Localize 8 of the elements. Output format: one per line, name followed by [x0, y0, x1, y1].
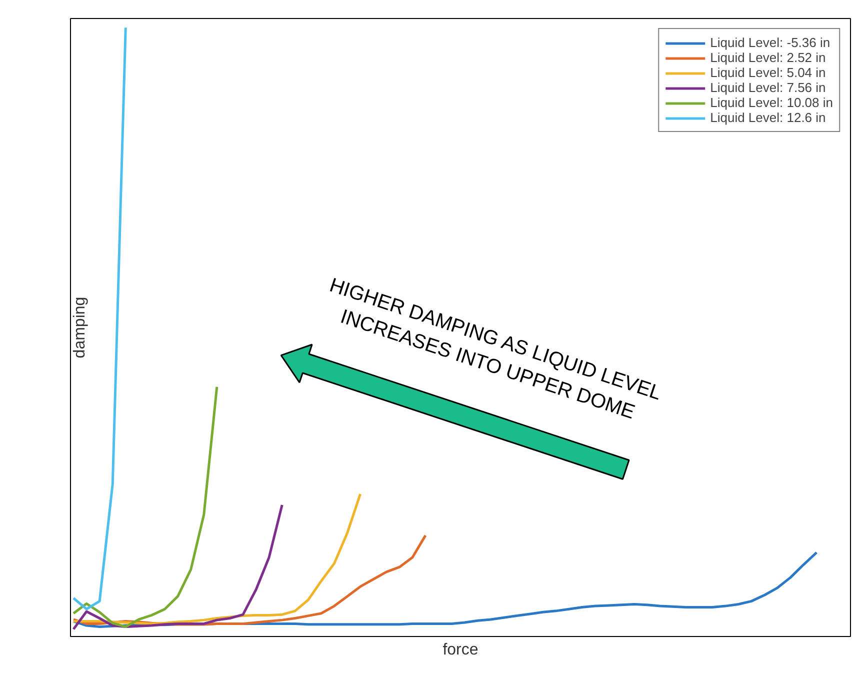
y-axis-title: damping	[72, 296, 88, 358]
legend-label: Liquid Level: 7.56 in	[710, 80, 826, 95]
legend-label: Liquid Level: 5.04 in	[710, 65, 826, 80]
legend-label: Liquid Level: 12.6 in	[710, 110, 826, 125]
x-axis-title: force	[442, 642, 478, 658]
legend-label: Liquid Level: 2.52 in	[710, 50, 826, 65]
legend-label: Liquid Level: 10.08 in	[710, 95, 833, 110]
legend-label: Liquid Level: -5.36 in	[710, 35, 830, 50]
